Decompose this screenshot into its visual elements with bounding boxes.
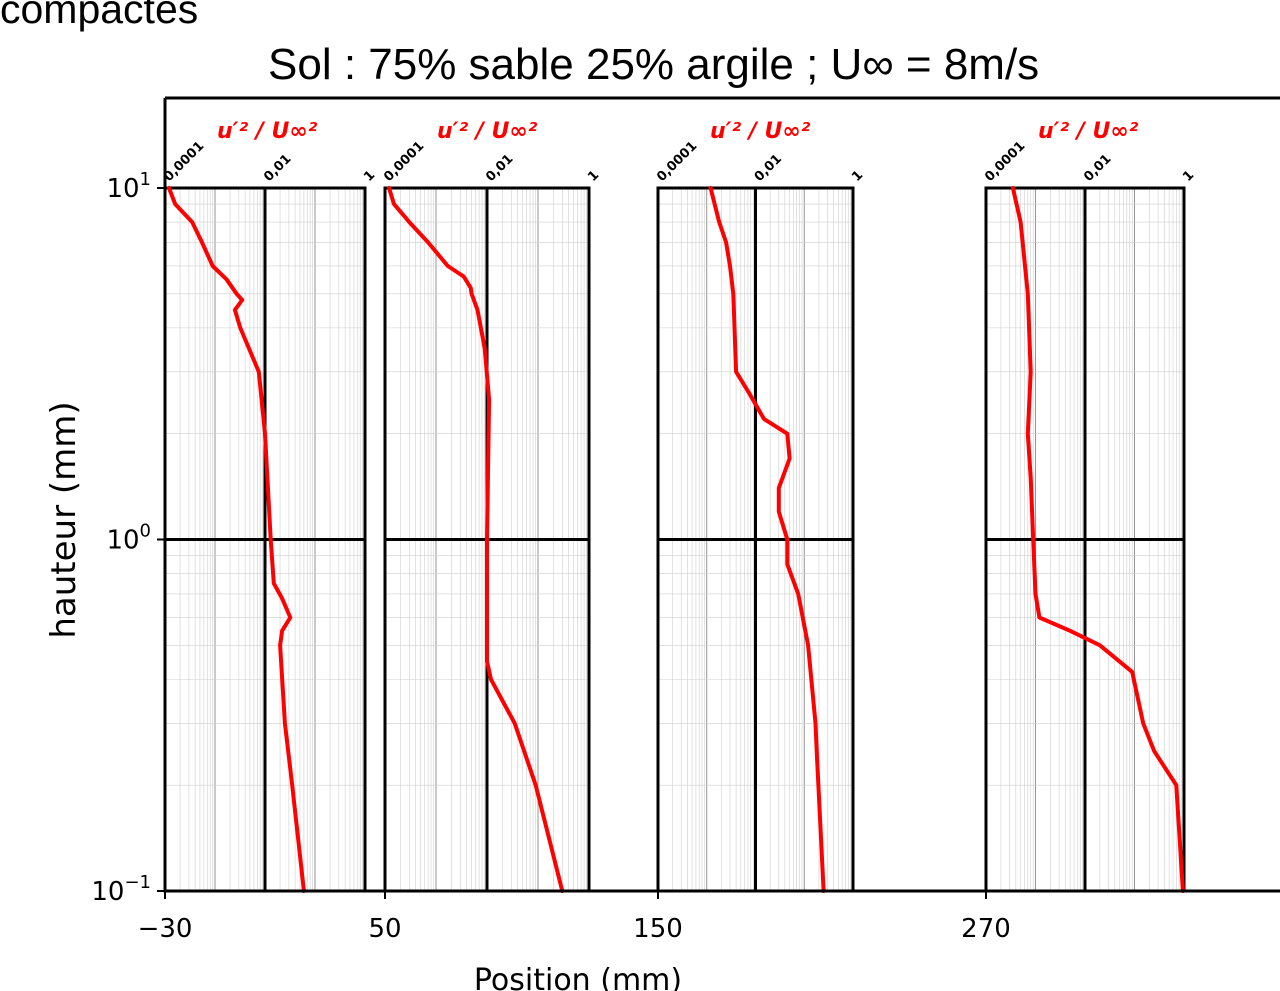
chart-title: Sol : 75% sable 25% argile ; U∞ = 8m/s [268, 40, 1040, 89]
panels-layer: 0,0001 0,01 1 u′² / U∞² 0,0001 0,01 1 u′² / U∞²… [161, 119, 1197, 893]
panel-tick-label: 0,0001 [654, 139, 700, 185]
panel-tick-label: 0,01 [261, 152, 294, 185]
y-axis-label: hauteur (mm) [44, 401, 84, 638]
panel-quantity-label: u′² / U∞² [1038, 119, 1139, 144]
panel-quantity-label: u′² / U∞² [217, 119, 318, 144]
panel-tick-label: 1 [1180, 168, 1197, 185]
profile-line [387, 186, 565, 893]
profile-panel: 0,0001 0,01 1 u′² / U∞² [161, 119, 378, 893]
x-tick-label: −30 [138, 914, 193, 944]
y-tick-label: 10−1 [91, 872, 151, 907]
x-tick-label: 150 [633, 914, 683, 944]
profile-line [167, 186, 306, 893]
page-heading: compactes [0, 0, 199, 32]
x-tick-label: 50 [368, 914, 401, 944]
panel-tick-label: 1 [361, 168, 378, 185]
x-axis-label: Position (mm) [474, 963, 682, 991]
panel-tick-label: 0,0001 [381, 139, 427, 185]
panel-tick-label: 0,01 [752, 152, 785, 185]
panel-quantity-label: u′² / U∞² [710, 119, 811, 144]
panel-tick-label: 1 [849, 168, 866, 185]
axes-layer: 101 100 10−1 −30 50 150 270 Position (mm) hauteu… [44, 96, 1280, 991]
y-tick-label: 101 [106, 169, 151, 204]
x-tick-label: 270 [961, 914, 1011, 944]
y-tick-label: 100 [106, 521, 151, 556]
profile-line [708, 186, 826, 893]
profile-panel: 0,0001 0,01 1 u′² / U∞² [982, 119, 1197, 893]
panel-tick-label: 0,01 [483, 152, 516, 185]
panel-tick-label: 1 [585, 168, 602, 185]
panel-tick-label: 0,01 [1081, 152, 1114, 185]
panel-tick-label: 0,0001 [161, 139, 207, 185]
profile-panel: 0,0001 0,01 1 u′² / U∞² [381, 119, 602, 893]
profile-panel: 0,0001 0,01 1 u′² / U∞² [654, 119, 866, 893]
profile-line [1010, 186, 1185, 893]
panel-quantity-label: u′² / U∞² [437, 119, 538, 144]
panel-tick-label: 0,0001 [982, 139, 1028, 185]
